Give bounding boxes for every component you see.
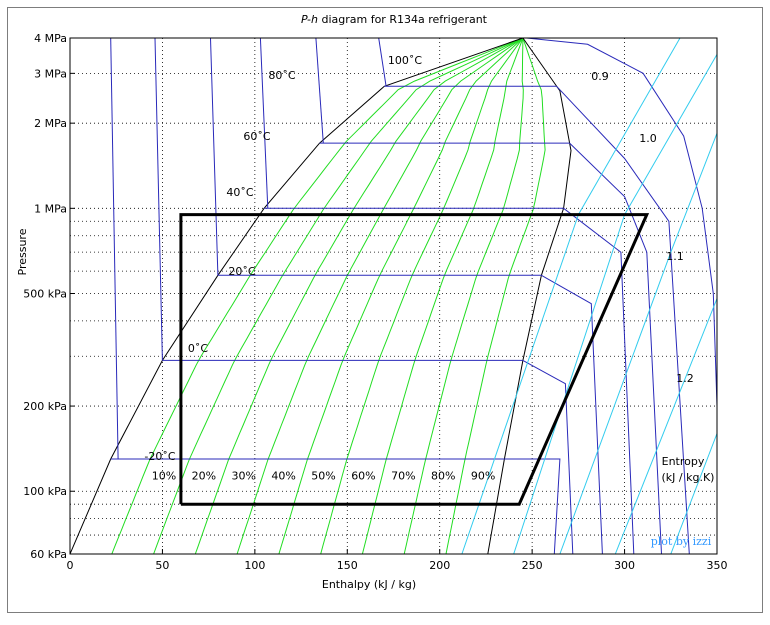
chart-title-italic: P-h	[301, 13, 318, 26]
isotherm-liquid	[315, 38, 324, 144]
isotherm-superheat	[541, 274, 603, 554]
quality-label: 80%	[431, 470, 455, 483]
entropy-label: 1.0	[639, 132, 657, 145]
quality-line	[361, 38, 524, 554]
x-tick-label: 150	[337, 559, 358, 572]
cycle-series	[179, 213, 650, 506]
isotherm-liquid	[110, 38, 119, 460]
x-tick-label: 100	[244, 559, 265, 572]
quality-label: 10%	[152, 470, 176, 483]
quality-label: 20%	[192, 470, 216, 483]
entropy-label: 1.1	[666, 250, 684, 263]
isotherm-label: 40˚C	[226, 186, 253, 199]
y-tick-label: 3 MPa	[34, 67, 67, 80]
axes-box	[69, 37, 718, 555]
entropy-unit: (kJ / kg.K)	[662, 471, 715, 484]
y-tick-label: 60 kPa	[30, 548, 67, 561]
isotherm-label: 0˚C	[188, 342, 208, 355]
entropy-line	[559, 131, 717, 554]
isotherm-liquid	[259, 38, 269, 209]
x-tick-label: 350	[707, 559, 728, 572]
entropy-label: 1.2	[676, 372, 694, 385]
x-tick-label: 300	[614, 559, 635, 572]
isotherm-liquid	[378, 38, 387, 87]
y-tick-label: 200 kPa	[23, 400, 67, 413]
plot-credit: plot by izzi	[651, 535, 712, 548]
x-tick-label: 0	[67, 559, 74, 572]
quality-line	[153, 38, 524, 554]
quality-label: 30%	[232, 470, 256, 483]
y-tick-label: 100 kPa	[23, 485, 67, 498]
x-axis-label: Enthalpy (kJ / kg)	[322, 578, 416, 591]
y-axis-label: Pressure	[16, 228, 29, 275]
chart-title: P-h diagram for R134a refrigerant	[301, 13, 488, 26]
quality-line	[403, 38, 524, 554]
y-tick-label: 500 kPa	[23, 287, 67, 300]
figure-frame	[7, 7, 763, 613]
isotherm-label: 60˚C	[243, 130, 270, 143]
entropy-line	[614, 298, 717, 554]
y-tick-label: 2 MPa	[34, 117, 67, 130]
quality-label: 90%	[471, 470, 495, 483]
ticks: 0 50 100 150 200 250 300 350 60 kPa 100 kPa 200 kP…	[23, 32, 727, 572]
x-tick-label: 200	[429, 559, 450, 572]
entropy-title: Entropy	[662, 455, 705, 468]
isotherm-superheat	[556, 85, 690, 554]
isotherm-superheat	[569, 142, 662, 554]
isotherm-superheat	[563, 207, 635, 554]
isotherm-label: 80˚C	[268, 69, 295, 82]
isotherm-liquid	[210, 38, 219, 276]
quality-line	[194, 38, 524, 554]
isotherm-label: 100˚C	[388, 54, 422, 67]
quality-label: 50%	[311, 470, 335, 483]
curve-labels: -20˚C 0˚C 20˚C 40˚C 60˚C 80˚C 100˚C 10% 20% 30% 40…	[144, 54, 693, 483]
quality-line	[236, 38, 524, 554]
y-tick-label: 1 MPa	[34, 202, 67, 215]
chart-title-rest: diagram for R134a refrigerant	[318, 13, 488, 26]
isotherm-100	[526, 38, 717, 407]
quality-line	[111, 38, 524, 554]
x-tick-label: 250	[522, 559, 543, 572]
quality-line	[445, 38, 546, 554]
quality-label: 60%	[351, 470, 375, 483]
cycle-path	[179, 213, 650, 506]
quality-label: 40%	[271, 470, 295, 483]
isotherm-superheat	[522, 359, 574, 554]
isotherm-liquid	[154, 38, 163, 361]
isotherm-superheat	[504, 458, 561, 554]
quality-label: 70%	[391, 470, 415, 483]
quality-line	[278, 38, 524, 554]
isotherm-label: -20˚C	[144, 450, 175, 463]
y-tick-label: 4 MPa	[34, 32, 67, 45]
isotherm-label: 20˚C	[228, 265, 255, 278]
entropy-label: 0.9	[591, 70, 609, 83]
quality-line	[320, 38, 524, 554]
x-tick-label: 50	[155, 559, 169, 572]
entropy-line	[670, 433, 717, 554]
